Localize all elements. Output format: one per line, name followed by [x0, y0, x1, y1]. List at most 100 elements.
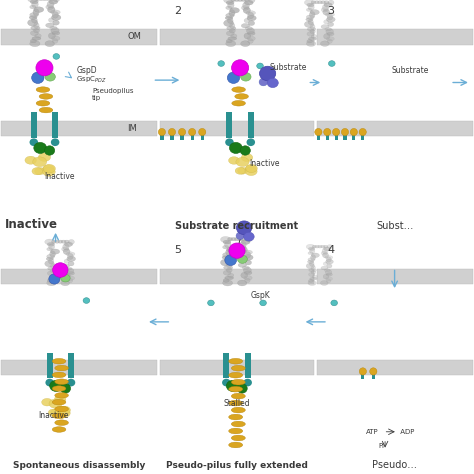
Ellipse shape — [321, 8, 328, 12]
Ellipse shape — [235, 237, 239, 241]
Ellipse shape — [45, 146, 55, 155]
Ellipse shape — [199, 128, 206, 136]
Ellipse shape — [48, 244, 55, 250]
Ellipse shape — [50, 26, 57, 30]
Ellipse shape — [311, 35, 317, 38]
Ellipse shape — [240, 246, 247, 253]
Ellipse shape — [224, 20, 234, 27]
Ellipse shape — [52, 413, 66, 419]
Ellipse shape — [306, 244, 315, 249]
Ellipse shape — [315, 245, 319, 248]
Ellipse shape — [229, 23, 235, 28]
Ellipse shape — [226, 268, 232, 273]
Bar — [343, 133, 346, 140]
Text: 4: 4 — [328, 245, 335, 255]
Ellipse shape — [326, 273, 332, 276]
Ellipse shape — [45, 239, 55, 245]
Ellipse shape — [45, 41, 55, 46]
Ellipse shape — [229, 400, 243, 406]
Ellipse shape — [58, 240, 63, 243]
Bar — [1, 269, 157, 284]
Ellipse shape — [229, 28, 235, 33]
Ellipse shape — [224, 257, 230, 263]
Bar — [160, 360, 314, 375]
Bar — [317, 133, 320, 140]
Ellipse shape — [30, 5, 36, 9]
Ellipse shape — [322, 253, 328, 258]
Ellipse shape — [29, 138, 38, 146]
Ellipse shape — [55, 379, 68, 384]
Ellipse shape — [50, 380, 63, 392]
Ellipse shape — [308, 247, 315, 250]
Ellipse shape — [332, 128, 340, 136]
Ellipse shape — [47, 271, 55, 276]
Ellipse shape — [307, 39, 312, 43]
Ellipse shape — [241, 237, 246, 241]
Ellipse shape — [229, 414, 243, 420]
Ellipse shape — [231, 379, 245, 385]
Ellipse shape — [306, 41, 316, 46]
Ellipse shape — [231, 0, 236, 1]
Bar — [317, 269, 473, 284]
Ellipse shape — [227, 247, 237, 253]
Ellipse shape — [324, 269, 330, 272]
Ellipse shape — [30, 0, 38, 4]
Ellipse shape — [321, 251, 328, 255]
Bar — [68, 353, 74, 378]
Ellipse shape — [244, 379, 252, 386]
Ellipse shape — [224, 265, 233, 270]
Ellipse shape — [235, 167, 245, 174]
Bar — [46, 353, 53, 378]
Ellipse shape — [327, 32, 334, 36]
Ellipse shape — [59, 406, 71, 414]
Ellipse shape — [223, 246, 229, 249]
Ellipse shape — [33, 157, 47, 167]
Ellipse shape — [33, 9, 39, 16]
Text: Pi: Pi — [379, 443, 385, 449]
Ellipse shape — [229, 142, 242, 154]
Ellipse shape — [304, 0, 314, 5]
Ellipse shape — [326, 12, 335, 17]
Ellipse shape — [31, 17, 37, 23]
Ellipse shape — [241, 154, 253, 162]
Ellipse shape — [83, 298, 90, 303]
Ellipse shape — [246, 138, 255, 146]
Ellipse shape — [237, 221, 252, 235]
Ellipse shape — [309, 37, 317, 40]
Ellipse shape — [234, 0, 239, 1]
Text: Substrate: Substrate — [270, 63, 307, 72]
Ellipse shape — [52, 36, 60, 41]
Text: Pseudo…: Pseudo… — [372, 460, 417, 470]
Ellipse shape — [310, 277, 317, 280]
Ellipse shape — [51, 27, 59, 34]
Ellipse shape — [48, 18, 54, 22]
Ellipse shape — [241, 24, 250, 28]
Ellipse shape — [227, 31, 234, 36]
Ellipse shape — [61, 240, 66, 243]
Ellipse shape — [243, 267, 251, 273]
Ellipse shape — [30, 41, 40, 46]
Text: Pseudopilus
tip: Pseudopilus tip — [92, 88, 134, 101]
Ellipse shape — [64, 240, 69, 243]
Ellipse shape — [312, 245, 316, 248]
Ellipse shape — [45, 73, 55, 81]
Ellipse shape — [42, 398, 53, 406]
Ellipse shape — [237, 255, 247, 263]
Text: ATP: ATP — [366, 429, 379, 435]
Ellipse shape — [241, 273, 247, 278]
Ellipse shape — [327, 36, 334, 41]
Ellipse shape — [58, 407, 69, 414]
Ellipse shape — [231, 237, 236, 241]
Text: 3: 3 — [328, 6, 335, 16]
Ellipse shape — [51, 409, 61, 416]
Ellipse shape — [46, 5, 54, 9]
Ellipse shape — [55, 240, 60, 243]
Ellipse shape — [225, 276, 234, 280]
Ellipse shape — [245, 165, 256, 173]
Ellipse shape — [310, 24, 315, 29]
Ellipse shape — [324, 34, 330, 39]
Text: GspC$_{PDZ}$: GspC$_{PDZ}$ — [76, 75, 107, 85]
Ellipse shape — [67, 256, 75, 262]
Ellipse shape — [311, 0, 316, 4]
Ellipse shape — [226, 39, 232, 43]
